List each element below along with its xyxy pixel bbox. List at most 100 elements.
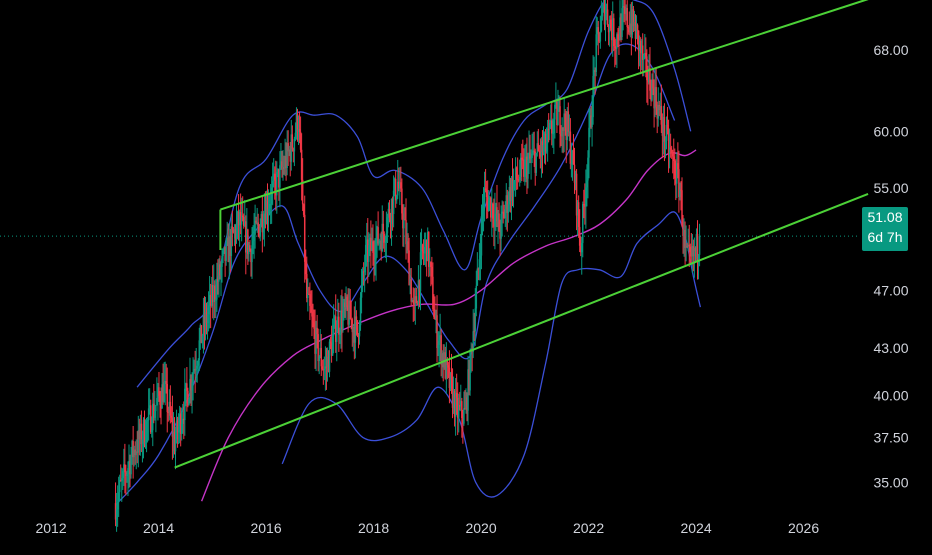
candle-body[interactable]: [647, 80, 649, 83]
candle-body[interactable]: [421, 245, 424, 252]
candle-body[interactable]: [114, 503, 117, 520]
candle-body[interactable]: [314, 328, 316, 354]
candle-body[interactable]: [513, 180, 516, 182]
candle-body[interactable]: [210, 285, 213, 306]
candle-body[interactable]: [133, 449, 135, 458]
candle-body[interactable]: [256, 222, 258, 224]
candle-body[interactable]: [588, 127, 590, 158]
candle-body[interactable]: [532, 150, 534, 154]
candle-body[interactable]: [315, 327, 317, 354]
candle-body[interactable]: [526, 156, 528, 179]
candle-body[interactable]: [512, 180, 515, 197]
candle-body[interactable]: [183, 418, 185, 421]
candle-body[interactable]: [639, 40, 642, 54]
candle-body[interactable]: [694, 247, 697, 252]
candle-body[interactable]: [247, 229, 249, 255]
candle-body[interactable]: [148, 405, 151, 409]
candle-body[interactable]: [605, 9, 608, 15]
candle-body[interactable]: [357, 334, 360, 337]
candle-body[interactable]: [182, 418, 184, 424]
candle-body[interactable]: [401, 188, 403, 214]
candle-body[interactable]: [124, 464, 126, 473]
candle-body[interactable]: [344, 302, 346, 308]
candle-body[interactable]: [340, 310, 342, 335]
candle-body[interactable]: [502, 211, 504, 213]
candle-body[interactable]: [289, 149, 292, 162]
candle-body[interactable]: [495, 207, 497, 214]
candle-body[interactable]: [615, 48, 617, 50]
candle-body[interactable]: [524, 159, 526, 177]
candle-body[interactable]: [592, 75, 594, 118]
candle-body[interactable]: [668, 147, 671, 154]
candle-body[interactable]: [135, 451, 137, 456]
candle-body[interactable]: [168, 401, 171, 413]
candle-body[interactable]: [234, 229, 237, 239]
candle-body[interactable]: [150, 430, 153, 433]
candle-body[interactable]: [144, 441, 147, 444]
candle-body[interactable]: [138, 430, 141, 440]
candle-body[interactable]: [503, 211, 505, 219]
candle-body[interactable]: [379, 240, 381, 242]
candle-body[interactable]: [229, 236, 232, 256]
candle-body[interactable]: [404, 219, 406, 221]
candle-body[interactable]: [549, 120, 552, 123]
candle-body[interactable]: [242, 217, 245, 226]
candle-body[interactable]: [560, 134, 562, 137]
candle-body[interactable]: [487, 200, 490, 211]
candle-body[interactable]: [402, 213, 404, 229]
candle-body[interactable]: [589, 115, 591, 128]
candle-body[interactable]: [598, 32, 601, 42]
candle-body[interactable]: [500, 213, 502, 239]
candle-body[interactable]: [407, 241, 409, 251]
candle-body[interactable]: [492, 203, 494, 219]
candle-body[interactable]: [400, 182, 402, 189]
candle-body[interactable]: [185, 383, 187, 389]
candle-body[interactable]: [194, 369, 196, 371]
candle-body[interactable]: [506, 195, 509, 214]
candle-body[interactable]: [203, 315, 206, 328]
candle-body[interactable]: [698, 236, 701, 255]
candle-body[interactable]: [294, 132, 297, 139]
candle-body[interactable]: [223, 246, 225, 251]
candle-body[interactable]: [422, 251, 425, 254]
candle-body[interactable]: [273, 173, 276, 180]
candle-body[interactable]: [175, 420, 178, 440]
candle-body[interactable]: [211, 285, 214, 303]
candle-body[interactable]: [307, 293, 309, 299]
candle-body[interactable]: [282, 166, 284, 169]
candle-body[interactable]: [333, 316, 336, 325]
candle-body[interactable]: [127, 468, 129, 475]
candle-body[interactable]: [137, 430, 140, 453]
candle-body[interactable]: [566, 111, 569, 140]
candle-body[interactable]: [176, 420, 179, 433]
candle-body[interactable]: [510, 178, 513, 202]
candle-body[interactable]: [287, 143, 289, 152]
candle-body[interactable]: [207, 305, 210, 315]
candle-body[interactable]: [359, 297, 362, 326]
candle-body[interactable]: [221, 256, 223, 267]
candle-body[interactable]: [342, 312, 344, 330]
candle-body[interactable]: [485, 190, 488, 197]
candle-body[interactable]: [382, 223, 385, 235]
candle-body[interactable]: [184, 388, 186, 421]
candle-body[interactable]: [665, 124, 668, 141]
candle-body[interactable]: [652, 79, 654, 89]
candle-body[interactable]: [316, 327, 318, 335]
candle-body[interactable]: [577, 202, 580, 228]
candle-body[interactable]: [122, 471, 124, 479]
candle-body[interactable]: [186, 383, 188, 391]
candle-body[interactable]: [405, 219, 407, 245]
candle-body[interactable]: [631, 9, 634, 35]
candle-body[interactable]: [630, 23, 633, 35]
candle-body[interactable]: [414, 296, 417, 304]
candle-body[interactable]: [192, 372, 194, 383]
candle-body[interactable]: [362, 271, 365, 273]
candle-body[interactable]: [544, 133, 547, 152]
candle-body[interactable]: [586, 180, 588, 188]
candle-body[interactable]: [391, 199, 394, 214]
candle-body[interactable]: [201, 335, 204, 344]
candle-body[interactable]: [431, 266, 433, 277]
candle-body[interactable]: [165, 381, 167, 384]
candle-body[interactable]: [629, 23, 632, 33]
candle-body[interactable]: [136, 451, 139, 453]
